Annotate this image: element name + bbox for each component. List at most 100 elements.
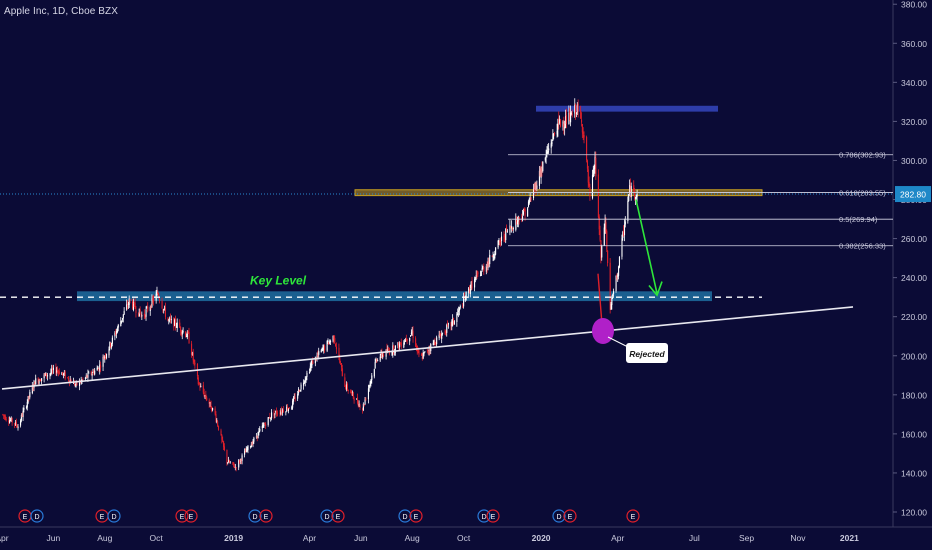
candle-up — [373, 369, 375, 377]
candle-down — [203, 392, 205, 397]
candle-down — [444, 331, 446, 333]
candle-up — [253, 437, 255, 442]
candle-down — [198, 383, 200, 385]
candle-down — [400, 342, 402, 347]
earnings-marker[interactable] — [259, 509, 273, 523]
candle-up — [475, 275, 477, 279]
price-tick-label: 200.00 — [901, 351, 927, 361]
candle-down — [541, 168, 543, 171]
candle-up — [120, 320, 122, 327]
candle-up — [116, 330, 118, 334]
candle-up — [45, 372, 47, 376]
candle-up — [314, 356, 316, 364]
candle-up — [527, 208, 529, 217]
candle-up — [56, 370, 58, 373]
rejected-callout-label: Rejected — [629, 349, 665, 359]
fib-level-label: 0.618(283.55) — [839, 189, 886, 198]
time-tick-label: Jul — [689, 533, 700, 543]
earnings-marker[interactable] — [563, 509, 577, 523]
candle-up — [534, 183, 536, 190]
candle-up — [397, 342, 399, 346]
candle-up — [636, 194, 638, 197]
fib-level-label: 0.5(269.94) — [839, 215, 878, 224]
dividend-marker-label: D — [481, 514, 486, 521]
candle-up — [169, 318, 171, 320]
candle-up — [52, 367, 54, 371]
dividend-marker[interactable] — [477, 509, 491, 523]
earnings-marker[interactable] — [331, 509, 345, 523]
dividend-marker[interactable] — [320, 509, 334, 523]
candle-down — [11, 417, 13, 423]
dividend-marker[interactable] — [248, 509, 262, 523]
candle-down — [356, 397, 359, 403]
candle-down — [523, 209, 525, 212]
earnings-marker[interactable] — [175, 509, 189, 523]
candle-up — [81, 379, 83, 381]
earnings-marker[interactable] — [409, 509, 423, 523]
candle-up — [275, 411, 277, 413]
candle-up — [234, 467, 236, 468]
candle-down — [588, 181, 590, 186]
candle-down — [363, 404, 365, 406]
candle-down — [554, 132, 556, 134]
candle-down — [76, 381, 78, 386]
candle-up — [442, 332, 444, 334]
candle-down — [100, 365, 102, 368]
candle-up — [304, 379, 306, 383]
candle-down — [206, 397, 208, 401]
candle-up — [544, 157, 546, 161]
candle-up — [379, 356, 381, 361]
candle-down — [616, 275, 618, 278]
candle-up — [29, 392, 31, 398]
candle-down — [143, 313, 145, 316]
candle-down — [340, 363, 342, 365]
candle-up — [500, 236, 503, 241]
candle-up — [404, 338, 407, 342]
candle-up — [629, 184, 631, 194]
rejection-wick — [597, 273, 603, 325]
candle-up — [447, 323, 450, 325]
candle-up — [46, 375, 49, 377]
candle-down — [55, 367, 57, 373]
candle-up — [281, 409, 284, 413]
candle-down — [73, 381, 76, 386]
dividend-marker[interactable] — [552, 509, 566, 523]
candle-up — [540, 168, 542, 178]
dividend-marker-label: D — [111, 514, 116, 521]
candle-up — [452, 318, 454, 323]
candle-down — [634, 190, 636, 197]
candle-down — [232, 462, 234, 464]
candle-up — [382, 354, 384, 358]
candle-up — [263, 424, 265, 426]
candle-up — [369, 382, 371, 386]
candle-down — [504, 236, 506, 239]
candle-down — [530, 197, 532, 200]
candle-up — [575, 113, 578, 114]
earnings-marker[interactable] — [486, 509, 500, 523]
candle-down — [598, 216, 600, 230]
candle-up — [593, 168, 595, 170]
candle-up — [463, 297, 465, 307]
candle-up — [428, 349, 430, 351]
candle-up — [329, 340, 332, 342]
earnings-marker-label: E — [568, 514, 573, 521]
earnings-marker[interactable] — [184, 509, 198, 523]
dividend-marker-label: D — [252, 514, 257, 521]
candle-up — [546, 151, 548, 154]
candle-up — [141, 315, 143, 317]
dividend-marker[interactable] — [30, 509, 44, 523]
earnings-marker[interactable] — [626, 509, 640, 523]
candle-up — [370, 379, 372, 384]
time-tick-label: Aug — [97, 533, 112, 543]
candle-down — [587, 169, 589, 183]
candle-up — [91, 373, 93, 376]
dividend-marker[interactable] — [107, 509, 121, 523]
candle-up — [94, 370, 96, 375]
candle-up — [485, 265, 487, 272]
candle-up — [481, 268, 483, 271]
candle-up — [559, 119, 561, 124]
dividend-marker[interactable] — [398, 509, 412, 523]
candle-down — [140, 313, 142, 315]
